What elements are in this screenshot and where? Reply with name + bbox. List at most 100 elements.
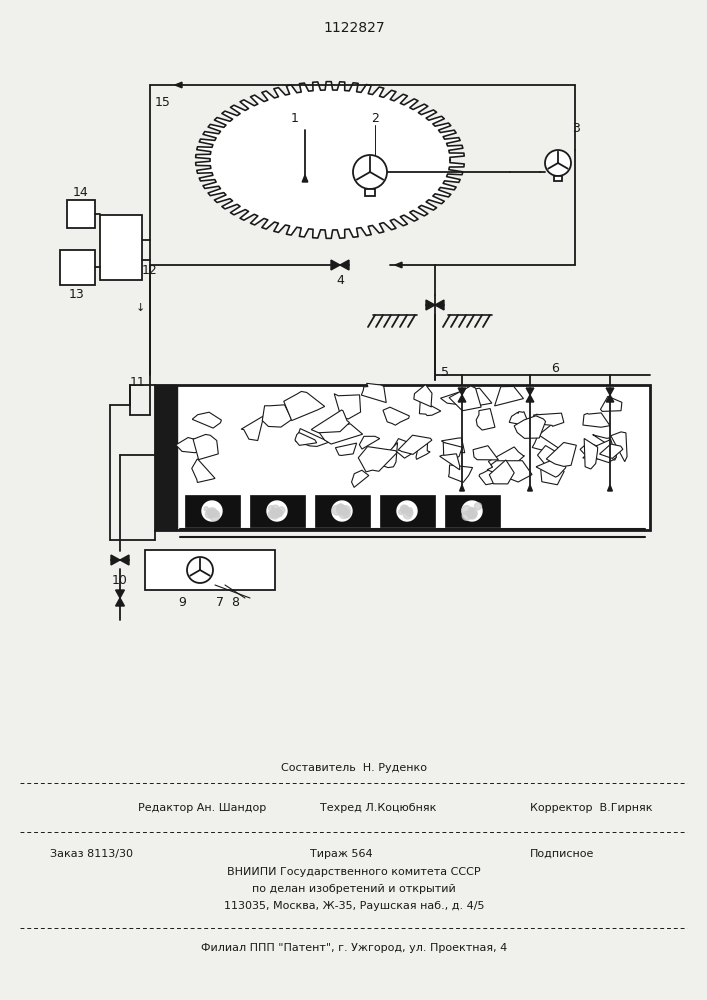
Text: 11: 11	[130, 376, 146, 389]
Polygon shape	[547, 442, 576, 466]
Circle shape	[462, 512, 471, 520]
Polygon shape	[584, 438, 597, 469]
Polygon shape	[611, 432, 627, 462]
Bar	[185, 495, 240, 527]
Text: 12: 12	[142, 263, 158, 276]
Text: 2: 2	[371, 111, 379, 124]
Polygon shape	[580, 443, 617, 460]
Polygon shape	[116, 598, 124, 606]
Polygon shape	[583, 413, 610, 427]
Circle shape	[332, 501, 352, 521]
Circle shape	[403, 510, 411, 519]
Bar	[250, 495, 305, 527]
Polygon shape	[606, 395, 614, 402]
Bar	[365, 189, 375, 196]
Polygon shape	[606, 388, 614, 395]
Circle shape	[401, 507, 407, 513]
Polygon shape	[196, 82, 464, 238]
Circle shape	[272, 509, 281, 517]
Polygon shape	[449, 386, 481, 411]
Circle shape	[271, 505, 279, 512]
Polygon shape	[477, 409, 495, 430]
Polygon shape	[495, 386, 523, 406]
Polygon shape	[435, 300, 444, 310]
Circle shape	[209, 513, 214, 518]
Text: Редактор Ан. Шандор: Редактор Ан. Шандор	[138, 803, 267, 813]
Polygon shape	[541, 462, 564, 485]
Polygon shape	[443, 442, 462, 462]
Text: 10: 10	[112, 574, 128, 586]
Polygon shape	[192, 459, 215, 482]
Text: Филиал ППП "Патент", г. Ужгород, ул. Проектная, 4: Филиал ППП "Патент", г. Ужгород, ул. Про…	[201, 943, 507, 953]
Circle shape	[341, 507, 349, 514]
Text: 3: 3	[572, 121, 580, 134]
Polygon shape	[592, 435, 610, 446]
Polygon shape	[458, 388, 466, 395]
Circle shape	[407, 508, 412, 513]
Polygon shape	[514, 416, 546, 438]
Polygon shape	[533, 413, 564, 426]
Polygon shape	[600, 396, 622, 411]
Polygon shape	[284, 391, 325, 421]
Polygon shape	[487, 461, 532, 482]
Circle shape	[467, 510, 477, 519]
Text: 15: 15	[155, 97, 171, 109]
Circle shape	[187, 557, 213, 583]
Circle shape	[267, 501, 287, 521]
Bar	[100, 215, 142, 280]
Bar	[145, 550, 275, 590]
Polygon shape	[262, 405, 291, 427]
Bar	[180, 390, 645, 495]
Polygon shape	[335, 443, 356, 455]
Text: 7: 7	[216, 595, 224, 608]
Polygon shape	[162, 447, 170, 455]
Text: 4: 4	[336, 273, 344, 286]
Text: 5: 5	[441, 366, 449, 379]
Text: 13: 13	[69, 288, 85, 302]
Polygon shape	[458, 395, 466, 402]
Polygon shape	[529, 414, 559, 434]
Text: 113035, Москва, Ж-35, Раушская наб., д. 4/5: 113035, Москва, Ж-35, Раушская наб., д. …	[223, 901, 484, 911]
Polygon shape	[334, 394, 361, 419]
Polygon shape	[441, 438, 464, 453]
Polygon shape	[536, 460, 566, 477]
Circle shape	[469, 507, 474, 512]
Text: Подписное: Подписное	[530, 849, 595, 859]
Circle shape	[276, 510, 283, 517]
Text: Тираж 564: Тираж 564	[310, 849, 373, 859]
Text: 1122827: 1122827	[323, 21, 385, 35]
Polygon shape	[302, 175, 308, 182]
Bar	[155, 385, 650, 530]
Circle shape	[278, 507, 285, 514]
Circle shape	[353, 155, 387, 189]
Polygon shape	[192, 412, 221, 428]
Bar	[315, 495, 370, 527]
Bar	[380, 495, 435, 527]
Circle shape	[268, 511, 276, 518]
Circle shape	[269, 506, 274, 511]
Polygon shape	[460, 388, 492, 408]
Polygon shape	[116, 590, 124, 598]
Circle shape	[406, 509, 413, 516]
Polygon shape	[316, 424, 363, 444]
Circle shape	[204, 507, 209, 511]
Polygon shape	[526, 395, 534, 402]
Polygon shape	[296, 429, 329, 446]
Polygon shape	[383, 407, 409, 425]
Polygon shape	[162, 455, 170, 463]
Circle shape	[212, 510, 219, 517]
Circle shape	[402, 507, 408, 513]
Text: по делан изобретений и открытий: по делан изобретений и открытий	[252, 884, 456, 894]
Polygon shape	[419, 400, 441, 416]
Text: 9: 9	[178, 595, 186, 608]
Circle shape	[403, 506, 409, 512]
Polygon shape	[358, 447, 397, 472]
Polygon shape	[398, 435, 432, 454]
Text: Техред Л.Коцюбняк: Техред Л.Коцюбняк	[320, 803, 436, 813]
Polygon shape	[359, 436, 380, 449]
Circle shape	[202, 501, 222, 521]
Text: Составитель  Н. Руденко: Составитель Н. Руденко	[281, 763, 427, 773]
Polygon shape	[526, 388, 534, 395]
Circle shape	[462, 505, 471, 515]
Polygon shape	[395, 262, 402, 268]
